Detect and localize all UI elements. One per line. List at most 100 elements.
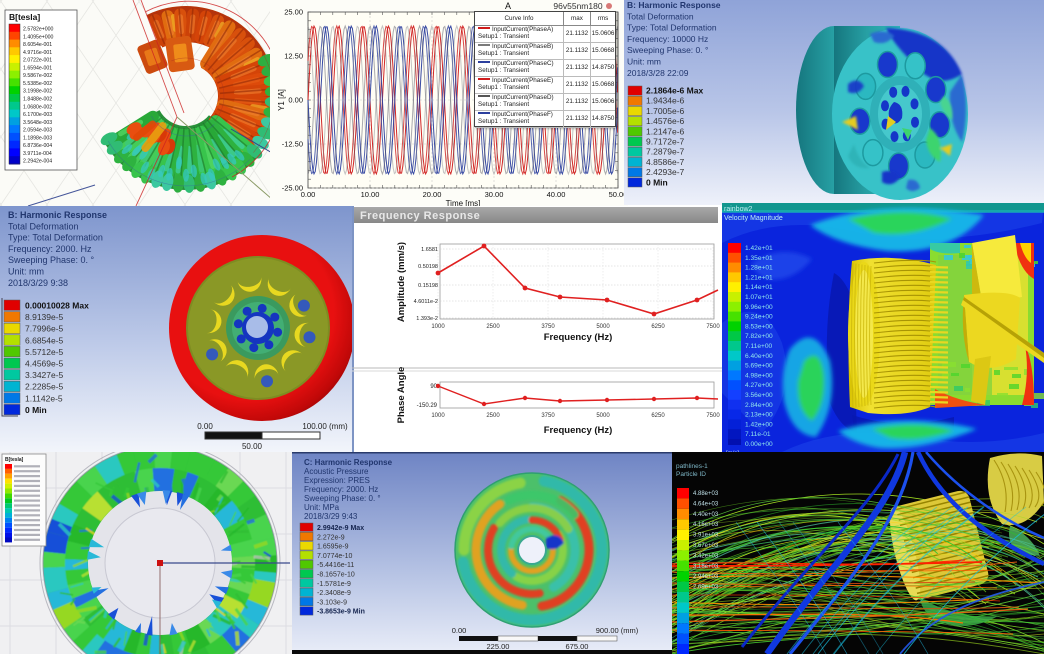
svg-text:Y1 [A]: Y1 [A] [277, 89, 286, 111]
svg-text:9.5867e-002: 9.5867e-002 [23, 73, 52, 79]
svg-text:4.98e+00: 4.98e+00 [745, 372, 773, 379]
svg-text:4.64e+03: 4.64e+03 [693, 501, 719, 507]
svg-text:2018/3/29 9:38: 2018/3/29 9:38 [8, 278, 68, 288]
svg-text:50.00: 50.00 [242, 442, 263, 451]
svg-text:2.4293e-7: 2.4293e-7 [646, 167, 685, 177]
svg-text:6.1700e-003: 6.1700e-003 [23, 112, 52, 118]
svg-text:0 Min: 0 Min [25, 405, 47, 415]
svg-text:1.6581: 1.6581 [421, 247, 438, 253]
svg-text:Frequency Response: Frequency Response [360, 210, 480, 222]
svg-text:9.24e+00: 9.24e+00 [745, 314, 773, 321]
svg-text:Type: Total Deformation: Type: Total Deformation [8, 233, 103, 243]
svg-text:-8.1657e-10: -8.1657e-10 [317, 572, 355, 579]
svg-text:2500: 2500 [486, 413, 500, 419]
svg-text:3.1998e-002: 3.1998e-002 [23, 89, 52, 95]
svg-text:5000: 5000 [596, 413, 610, 419]
svg-text:7.11e-01: 7.11e-01 [745, 431, 771, 438]
svg-text:Particle ID: Particle ID [676, 471, 706, 478]
svg-text:B[tesla]: B[tesla] [5, 457, 24, 463]
svg-text:Frequency: 2000. Hz: Frequency: 2000. Hz [304, 485, 378, 494]
svg-text:4.16e+03: 4.16e+03 [693, 522, 719, 528]
svg-text:1.2147e-6: 1.2147e-6 [646, 126, 685, 136]
svg-text:0.50198: 0.50198 [418, 264, 438, 270]
svg-text:100.00 (mm): 100.00 (mm) [302, 422, 348, 431]
svg-text:1.21e+01: 1.21e+01 [745, 274, 773, 281]
svg-text:6.8736e-004: 6.8736e-004 [23, 143, 52, 149]
svg-text:Unit: mm: Unit: mm [8, 267, 44, 277]
svg-text:0.00010028 Max: 0.00010028 Max [25, 301, 89, 311]
svg-text:90: 90 [430, 384, 437, 390]
svg-text:3.91e+03: 3.91e+03 [693, 533, 719, 539]
svg-text:5.69e+00: 5.69e+00 [745, 363, 773, 370]
svg-text:Type: Total Deformation: Type: Total Deformation [627, 23, 717, 33]
svg-text:40.00: 40.00 [547, 190, 566, 199]
svg-text:4.40e+03: 4.40e+03 [693, 512, 719, 518]
svg-text:-12.50: -12.50 [282, 140, 303, 149]
svg-text:20.00: 20.00 [423, 190, 442, 199]
svg-text:3.67e+03: 3.67e+03 [693, 543, 719, 549]
svg-text:3750: 3750 [541, 413, 555, 419]
svg-text:675.00: 675.00 [566, 642, 589, 651]
svg-text:9.7172e-7: 9.7172e-7 [646, 137, 685, 147]
svg-text:2.2942e-004: 2.2942e-004 [23, 159, 52, 165]
svg-text:A: A [505, 1, 511, 11]
svg-text:5.5712e-5: 5.5712e-5 [25, 347, 64, 357]
svg-text:Frequency (Hz): Frequency (Hz) [544, 425, 613, 436]
svg-text:3.18e+03: 3.18e+03 [693, 564, 719, 570]
svg-text:1.6595e-9: 1.6595e-9 [317, 544, 349, 551]
svg-text:7.11e+00: 7.11e+00 [745, 343, 773, 350]
svg-text:Unit: MPa: Unit: MPa [304, 503, 340, 512]
svg-text:4.27e+00: 4.27e+00 [745, 382, 773, 389]
svg-text:0.00: 0.00 [288, 96, 303, 105]
svg-text:4.6011e-2: 4.6011e-2 [414, 299, 438, 305]
svg-text:1.1142e-5: 1.1142e-5 [25, 393, 63, 403]
svg-text:2.0722e-001: 2.0722e-001 [23, 58, 52, 64]
svg-text:25.00: 25.00 [284, 8, 303, 17]
svg-text:Time [ms]: Time [ms] [446, 199, 481, 206]
svg-text:4.4569e-5: 4.4569e-5 [25, 359, 64, 369]
svg-text:Sweeping Phase: 0. °: Sweeping Phase: 0. ° [8, 255, 95, 265]
svg-text:-3.8653e-9 Min: -3.8653e-9 Min [317, 609, 365, 616]
svg-text:7.82e+00: 7.82e+00 [745, 333, 773, 340]
svg-text:1.28e+01: 1.28e+01 [745, 265, 773, 272]
svg-text:Sweeping Phase: 0. °: Sweeping Phase: 0. ° [304, 494, 381, 503]
svg-text:B: Harmonic Response: B: Harmonic Response [627, 0, 721, 10]
svg-text:Acoustic Pressure: Acoustic Pressure [304, 467, 369, 476]
svg-text:Frequency: 2000. Hz: Frequency: 2000. Hz [8, 244, 92, 254]
svg-text:6.40e+00: 6.40e+00 [745, 353, 773, 360]
svg-text:3.42e+03: 3.42e+03 [693, 553, 719, 559]
svg-text:1.393e-2: 1.393e-2 [416, 316, 438, 322]
svg-text:1.8488e-002: 1.8488e-002 [23, 97, 52, 103]
svg-text:-3.103e-9: -3.103e-9 [317, 599, 347, 606]
svg-text:4.88e+03: 4.88e+03 [693, 491, 719, 497]
svg-text:2.2285e-5: 2.2285e-5 [25, 382, 64, 392]
svg-text:12.50: 12.50 [284, 52, 303, 61]
svg-text:0 Min: 0 Min [646, 177, 668, 187]
svg-text:7500: 7500 [706, 324, 720, 330]
svg-text:rainbow2: rainbow2 [724, 206, 753, 213]
svg-text:8.6054e-001: 8.6054e-001 [23, 42, 52, 48]
svg-text:1.0680e-002: 1.0680e-002 [23, 104, 52, 110]
svg-text:C: Harmonic Response: C: Harmonic Response [304, 458, 393, 467]
svg-text:-5.4416e-11: -5.4416e-11 [317, 562, 354, 569]
svg-text:6.6854e-5: 6.6854e-5 [25, 335, 64, 345]
svg-text:2.0594e-003: 2.0594e-003 [23, 128, 52, 134]
svg-text:2.9942e-9 Max: 2.9942e-9 Max [317, 525, 364, 532]
svg-text:0.00: 0.00 [197, 422, 213, 431]
svg-text:1.6594e-001: 1.6594e-001 [23, 65, 52, 71]
svg-text:Amplitude (mm/s): Amplitude (mm/s) [396, 242, 407, 322]
svg-text:6250: 6250 [651, 324, 665, 330]
svg-text:4.8586e-7: 4.8586e-7 [646, 157, 685, 167]
svg-text:Total Deformation: Total Deformation [8, 221, 79, 231]
svg-text:Expression: PRES: Expression: PRES [304, 476, 370, 485]
svg-text:2018/3/29 9:43: 2018/3/29 9:43 [304, 512, 358, 521]
svg-text:50.00: 50.00 [609, 190, 628, 199]
svg-text:2018/3/28 22:09: 2018/3/28 22:09 [627, 68, 689, 78]
svg-text:1.9434e-6: 1.9434e-6 [646, 96, 685, 106]
svg-text:5.5385e-002: 5.5385e-002 [23, 81, 52, 87]
svg-text:225.00: 225.00 [487, 642, 510, 651]
svg-text:2.5782e+000: 2.5782e+000 [23, 27, 54, 33]
svg-text:8.9139e-5: 8.9139e-5 [25, 312, 64, 322]
svg-text:2500: 2500 [486, 324, 500, 330]
svg-text:1.7005e-6: 1.7005e-6 [646, 106, 685, 116]
